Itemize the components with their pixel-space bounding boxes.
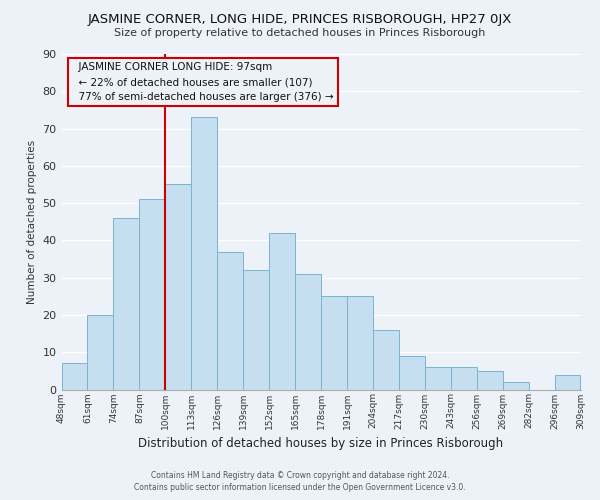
Bar bbox=[217, 252, 243, 390]
Text: Contains HM Land Registry data © Crown copyright and database right 2024.
Contai: Contains HM Land Registry data © Crown c… bbox=[134, 471, 466, 492]
Bar bbox=[88, 315, 113, 390]
Bar bbox=[503, 382, 529, 390]
Bar bbox=[477, 371, 503, 390]
Bar bbox=[139, 200, 166, 390]
Bar bbox=[347, 296, 373, 390]
Bar bbox=[191, 118, 217, 390]
Bar bbox=[243, 270, 269, 390]
Bar bbox=[425, 367, 451, 390]
Text: JASMINE CORNER LONG HIDE: 97sqm
  ← 22% of detached houses are smaller (107)
  7: JASMINE CORNER LONG HIDE: 97sqm ← 22% of… bbox=[72, 62, 334, 102]
Bar bbox=[554, 374, 580, 390]
Bar bbox=[62, 364, 88, 390]
Text: JASMINE CORNER, LONG HIDE, PRINCES RISBOROUGH, HP27 0JX: JASMINE CORNER, LONG HIDE, PRINCES RISBO… bbox=[88, 12, 512, 26]
Bar bbox=[295, 274, 321, 390]
Bar bbox=[166, 184, 191, 390]
Bar bbox=[269, 233, 295, 390]
Y-axis label: Number of detached properties: Number of detached properties bbox=[27, 140, 37, 304]
Bar bbox=[399, 356, 425, 390]
Text: Size of property relative to detached houses in Princes Risborough: Size of property relative to detached ho… bbox=[115, 28, 485, 38]
Bar bbox=[451, 367, 477, 390]
Bar bbox=[113, 218, 139, 390]
Bar bbox=[373, 330, 399, 390]
X-axis label: Distribution of detached houses by size in Princes Risborough: Distribution of detached houses by size … bbox=[139, 437, 503, 450]
Bar bbox=[321, 296, 347, 390]
